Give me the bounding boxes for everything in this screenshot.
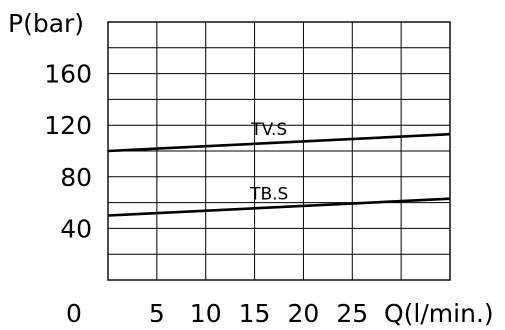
y-axis-label: P(bar) (8, 9, 84, 38)
x-tick-label: 15 (239, 299, 271, 328)
series-line (107, 132, 451, 153)
y-tick-label: 80 (60, 163, 92, 192)
chart-grid (107, 21, 451, 281)
x-axis-label: Q(l/min.) (384, 299, 494, 328)
y-tick-label: 40 (60, 214, 92, 243)
chart-series (107, 132, 451, 217)
series-line (107, 197, 451, 217)
y-tick-label: 120 (44, 111, 92, 140)
x-tick-label: 20 (288, 299, 320, 328)
series-label: TV.S (250, 120, 287, 140)
x-tick-label: 0 (66, 299, 82, 328)
x-tick-label: 5 (149, 299, 165, 328)
x-tick-label: 10 (190, 299, 222, 328)
series-label: TB.S (249, 185, 288, 205)
x-tick-label: 25 (336, 299, 368, 328)
chart-labels: 40 80 120 160 0 5 10 15 20 25 Q(l/min.) TV.S TB.S (44, 60, 493, 328)
y-tick-label: 160 (44, 60, 92, 89)
